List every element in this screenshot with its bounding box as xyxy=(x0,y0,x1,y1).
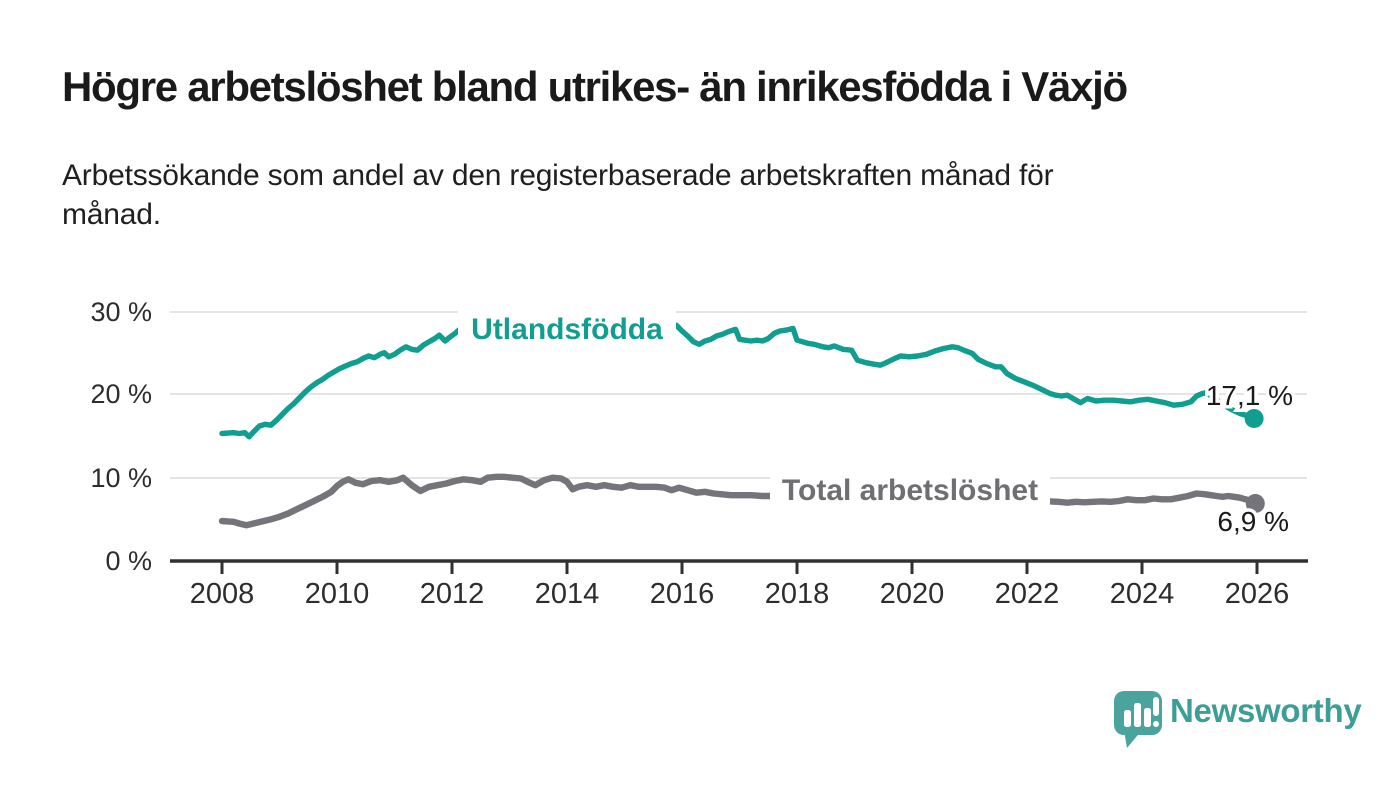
x-tick-label: 2020 xyxy=(880,578,945,610)
y-tick-label: 10 % xyxy=(90,463,152,493)
series-label-total-arbetsloshet: Total arbetslöshet xyxy=(782,474,1038,507)
label-mask xyxy=(770,469,1050,510)
foreign-born-line xyxy=(219,320,1257,440)
x-axis: 2008 2010 2012 2014 2016 2018 2020 2022 … xyxy=(170,559,1308,610)
foreign-born-end-value: 17,1 % xyxy=(1206,380,1293,411)
x-tick-label: 2022 xyxy=(995,578,1060,610)
label-mask xyxy=(458,308,676,349)
total-unemployment-end-value: 6,9 % xyxy=(1217,506,1289,537)
x-tick-label: 2024 xyxy=(1110,578,1175,610)
x-tick-label: 2018 xyxy=(765,578,830,610)
chart-header: Högre arbetslöshet bland utrikes- än inr… xyxy=(62,62,1342,234)
newsworthy-speech-bubble-chart-icon xyxy=(1114,691,1162,748)
y-tick-label: 0 % xyxy=(105,546,152,576)
x-axis-labels: 2008 2010 2012 2014 2016 2018 2020 2022 … xyxy=(190,578,1290,610)
foreign-born-end-dot xyxy=(1244,409,1264,428)
branding: Newsworthy xyxy=(1114,691,1363,748)
series-label-utlandsfodda: Utlandsfödda xyxy=(471,313,663,346)
end-value-labels: 17,1 % 6,9 % xyxy=(1202,377,1296,541)
x-tick-label: 2026 xyxy=(1225,578,1290,610)
total-unemployment-end-dot xyxy=(1245,494,1265,513)
page-title: Högre arbetslöshet bland utrikes- än inr… xyxy=(62,63,1128,110)
y-tick-label: 30 % xyxy=(90,297,152,327)
x-tick-label: 2014 xyxy=(535,578,600,610)
gridlines xyxy=(170,311,1307,479)
brand-name: Newsworthy xyxy=(1170,692,1362,729)
x-axis-ticks xyxy=(220,561,1259,574)
x-tick-label: 2012 xyxy=(420,578,485,610)
chart-subtitle: Arbetssökande som andel av den registerb… xyxy=(62,159,1054,231)
series-labels: Utlandsfödda Total arbetslöshet xyxy=(458,308,1050,510)
x-tick-label: 2008 xyxy=(190,578,255,610)
x-tick-label: 2016 xyxy=(650,578,715,610)
x-tick-label: 2010 xyxy=(305,578,370,610)
y-axis-labels: 30 % 20 % 10 % 0 % xyxy=(90,297,152,576)
y-tick-label: 20 % xyxy=(90,379,152,409)
total-unemployment-line xyxy=(218,473,1259,529)
